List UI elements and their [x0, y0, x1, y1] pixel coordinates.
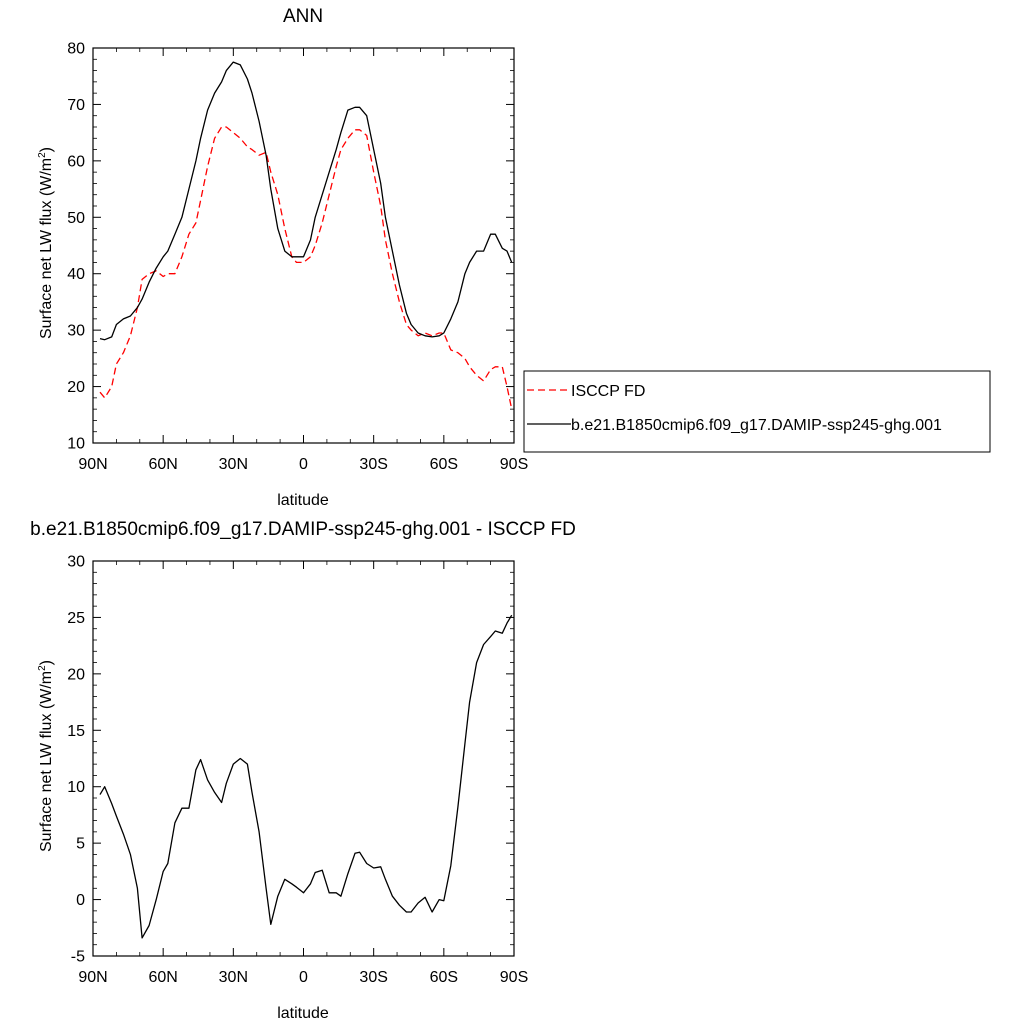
- x-tick-label: 60S: [430, 969, 458, 986]
- x-tick-label: 30S: [359, 456, 387, 473]
- bottom-x-ticks: 90N 60N 30N 0 30S 60S 90S: [78, 561, 528, 986]
- x-tick-label: 60N: [148, 969, 177, 986]
- legend-label-isccp: ISCCP FD: [571, 383, 645, 400]
- y-tick-label: -5: [71, 949, 85, 966]
- top-x-axis-label: latitude: [277, 492, 329, 509]
- y-tick-label: 70: [67, 97, 85, 114]
- x-tick-label: 0: [299, 456, 308, 473]
- series-line-0: [99, 126, 513, 410]
- top-y-axis-label: Surface net LW flux (W/m2): [37, 147, 55, 339]
- x-tick-label: 60S: [430, 456, 458, 473]
- top-plot-frame: [92, 47, 515, 444]
- series-line-1: [99, 61, 513, 341]
- y-tick-label: 30: [67, 554, 85, 571]
- legend: ISCCP FD b.e21.B1850cmip6.f09_g17.DAMIP-…: [523, 370, 991, 453]
- top-chart-panel: ANN 10 20 30 40 50 60 70 80 90N 60N 30N 0 30S 60S 90S…: [37, 6, 528, 509]
- y-tick-label: 40: [67, 266, 85, 283]
- y-tick-label: 30: [67, 323, 85, 340]
- x-tick-label: 60N: [148, 456, 177, 473]
- bottom-y-axis-label: Surface net LW flux (W/m2): [37, 660, 55, 852]
- y-tick-label: 60: [67, 153, 85, 170]
- top-y-ticks: 10 20 30 40 50 60 70 80: [67, 41, 514, 453]
- x-tick-label: 90N: [78, 456, 107, 473]
- top-x-ticks: 90N 60N 30N 0 30S 60S 90S: [78, 48, 528, 473]
- bottom-y-ticks: -5 0 5 10 15 20 25 30: [67, 554, 514, 966]
- y-tick-label: 5: [76, 836, 85, 853]
- difference-series-line: [99, 614, 513, 939]
- y-tick-label: 20: [67, 379, 85, 396]
- x-tick-label: 90S: [500, 456, 528, 473]
- bottom-x-axis-label: latitude: [277, 1005, 329, 1022]
- x-tick-label: 0: [299, 969, 308, 986]
- x-tick-label: 30S: [359, 969, 387, 986]
- y-tick-label: 10: [67, 436, 85, 453]
- y-tick-label: 80: [67, 41, 85, 58]
- top-series-layer: [99, 61, 513, 410]
- x-tick-label: 30N: [219, 969, 248, 986]
- bottom-plot-frame: [92, 560, 515, 957]
- x-tick-label: 90S: [500, 969, 528, 986]
- top-chart-title: ANN: [283, 6, 323, 27]
- y-tick-label: 10: [67, 779, 85, 796]
- y-tick-label: 20: [67, 666, 85, 683]
- x-tick-label: 90N: [78, 969, 107, 986]
- legend-label-model: b.e21.B1850cmip6.f09_g17.DAMIP-ssp245-gh…: [571, 417, 942, 434]
- x-tick-label: 30N: [219, 456, 248, 473]
- y-tick-label: 50: [67, 210, 85, 227]
- y-tick-label: 15: [67, 723, 85, 740]
- bottom-series-layer: [99, 614, 513, 939]
- y-tick-label: 25: [67, 610, 85, 627]
- legend-box: [523, 370, 991, 453]
- y-tick-label: 0: [76, 892, 85, 909]
- bottom-chart-title: b.e21.B1850cmip6.f09_g17.DAMIP-ssp245-gh…: [30, 519, 576, 540]
- bottom-chart-panel: b.e21.B1850cmip6.f09_g17.DAMIP-ssp245-gh…: [30, 519, 576, 1022]
